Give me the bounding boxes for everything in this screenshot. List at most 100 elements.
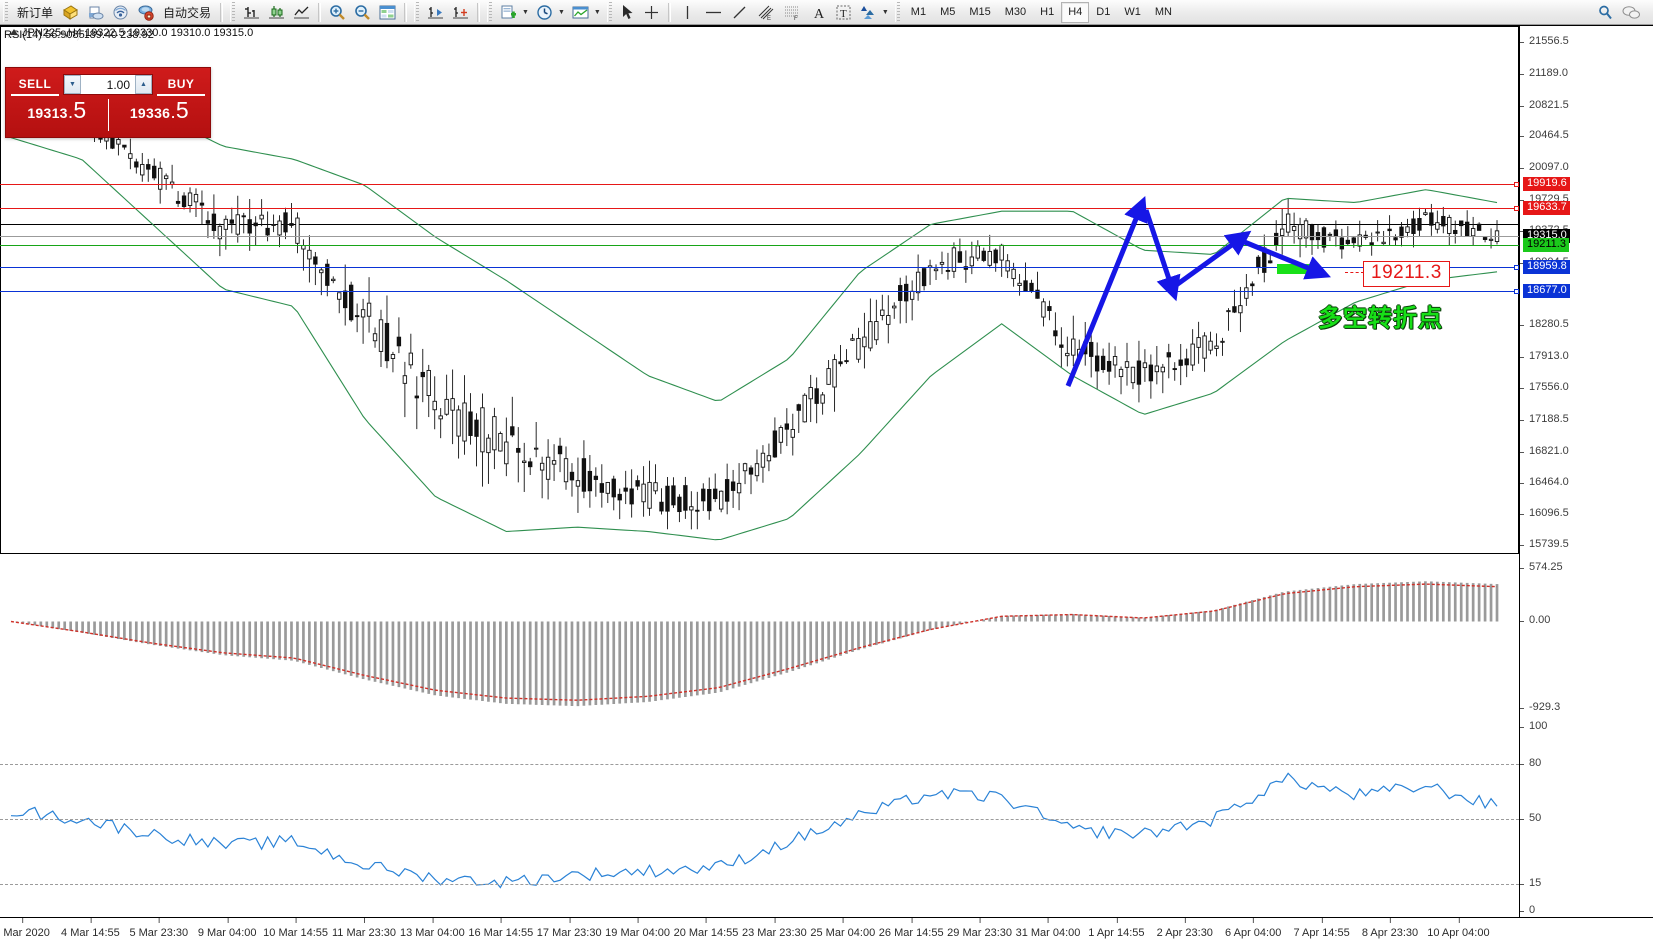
level-line-19211.3[interactable] (0, 244, 1519, 246)
timeframe-button-m30[interactable]: M30 (1004, 6, 1027, 18)
chat-icon[interactable] (1618, 1, 1645, 24)
bollinger-lower-band (10, 137, 1498, 541)
pivot-price-box[interactable]: 19211.3 (1363, 261, 1450, 287)
time-label: 6 Apr 04:00 (1225, 918, 1282, 939)
zoom-in-icon[interactable] (325, 1, 350, 24)
timeframe-button-m1[interactable]: M1 (910, 6, 927, 18)
indicators-icon[interactable] (496, 1, 521, 24)
vertical-line-icon[interactable] (675, 1, 700, 24)
level-line-19919.6[interactable] (0, 183, 1519, 185)
cloud-upload-icon[interactable] (83, 1, 108, 24)
chart-area[interactable]: MACD(12,26,9) 189.40 238.92 RSI(14) 56.9… (0, 25, 1653, 948)
autotrading-button[interactable]: 自动交易 (163, 5, 212, 20)
price-level-label-18677.0[interactable]: 18677.0 (1523, 284, 1570, 299)
toolbar-grip[interactable] (3, 2, 9, 22)
price-level-label-19633.7[interactable]: 19633.7 (1523, 201, 1570, 216)
sell-price[interactable]: 19313 . 5 (6, 97, 108, 135)
collapse-triangle-icon[interactable] (10, 29, 18, 35)
timeframe-button-d1[interactable]: D1 (1096, 6, 1111, 18)
time-label: 5 Mar 23:30 (129, 918, 189, 939)
svg-text:T: T (840, 8, 847, 20)
price-level-label-18959.8[interactable]: 18959.8 (1523, 259, 1570, 274)
volume-increase-button[interactable]: ▲ (135, 75, 152, 94)
level-line-19315.0[interactable] (0, 235, 1519, 237)
timeframe-button-mn[interactable]: MN (1154, 6, 1172, 18)
level-line-18677.0[interactable] (0, 291, 1519, 293)
shapes-icon[interactable] (856, 1, 881, 24)
toolbar-grip-6[interactable] (894, 2, 901, 22)
timeframe-button-w1[interactable]: W1 (1124, 6, 1141, 18)
signals-icon[interactable] (108, 1, 133, 24)
cursor-icon[interactable] (616, 1, 639, 24)
equidistant-channel-icon[interactable]: E (752, 1, 779, 24)
macd-histogram (15, 581, 1499, 707)
rsi-level-80 (0, 764, 1519, 766)
price-tick: 15739.5 (1520, 538, 1569, 550)
buy-price[interactable]: 19336 . 5 (109, 97, 211, 135)
price-tick: 17188.5 (1520, 413, 1569, 425)
toolbar-divider-4 (477, 2, 481, 22)
candlestick-chart-icon[interactable] (264, 1, 289, 24)
rsi-line (10, 772, 1498, 889)
text-label-icon[interactable]: T (831, 1, 856, 24)
trade-panel-divider (107, 99, 109, 131)
trendline-icon[interactable] (727, 1, 752, 24)
timeframe-button-h1[interactable]: H1 (1040, 6, 1055, 18)
price-level-label-19919.6[interactable]: 19919.6 (1523, 176, 1570, 191)
data-window-icon[interactable] (423, 1, 448, 24)
market-icon[interactable] (133, 1, 158, 24)
toolbar-grip-3[interactable] (414, 2, 421, 22)
timeframe-button-h4[interactable]: H4 (1061, 1, 1090, 23)
new-order-button[interactable]: 新订单 (17, 5, 54, 20)
timeframe-button-m5[interactable]: M5 (940, 6, 956, 18)
volume-input[interactable]: 1.00 (106, 77, 130, 92)
time-label: 17 Mar 23:30 (536, 918, 602, 939)
period-dropdown-caret[interactable]: ▼ (557, 8, 565, 16)
templates-icon[interactable] (568, 1, 593, 24)
sell-price-separator: . (68, 106, 73, 121)
period-icon[interactable] (532, 1, 557, 24)
volume-stepper[interactable]: ▼ 1.00 ▲ (63, 74, 153, 95)
time-scale[interactable]: 3 Mar 2020 4 Mar 14:55 5 Mar 23:30 9 Mar 04… (0, 917, 1653, 948)
toolbar-grip-2[interactable] (230, 2, 237, 22)
level-handle-18959.8[interactable] (1514, 264, 1519, 270)
time-label: 1 Apr 14:55 (1088, 918, 1145, 939)
volume-decrease-button[interactable]: ▼ (64, 75, 81, 94)
one-click-trading-panel[interactable]: SELL ▼ 1.00 ▲ BUY 19313 . 5 19336 . (5, 67, 211, 138)
crosshair-icon[interactable] (639, 1, 664, 24)
indicators-dropdown-caret[interactable]: ▼ (522, 8, 529, 16)
search-icon[interactable] (1593, 1, 1618, 24)
level-handle-19919.6[interactable] (1514, 181, 1519, 187)
fibonacci-icon[interactable]: F (779, 1, 806, 24)
timeframe-button-m15[interactable]: M15 (969, 6, 991, 18)
templates-dropdown-caret[interactable]: ▼ (593, 8, 601, 16)
horizontal-line-icon[interactable] (700, 1, 727, 24)
toolbar-grip-5[interactable] (606, 2, 613, 22)
tile-windows-icon[interactable] (375, 1, 400, 24)
bar-chart-icon[interactable] (239, 1, 264, 24)
level-handle-18677.0[interactable] (1514, 289, 1519, 295)
level-line-18959.8[interactable] (0, 266, 1519, 268)
pivot-zone-rectangle[interactable] (1277, 264, 1317, 274)
svg-text:F: F (794, 16, 798, 21)
price-tick: 17913.0 (1520, 350, 1569, 362)
level-handle-19633.7[interactable] (1514, 206, 1519, 212)
grid-icon[interactable] (448, 1, 473, 24)
rsi-pane[interactable]: RSI(14) 56.9085 (0, 26, 1519, 225)
zoom-out-icon[interactable] (350, 1, 375, 24)
new-order-icon[interactable] (58, 1, 83, 24)
level-line-19633.7[interactable] (0, 208, 1519, 210)
chart-title: JPN225-,H4 19322.5 19330.0 19310.0 19315… (10, 27, 253, 39)
price-scale[interactable]: 21556.5 21189.0 20821.5 20464.5 20097.0 19729… (1519, 26, 1653, 917)
time-label: 10 Apr 04:00 (1427, 918, 1490, 939)
text-icon[interactable]: A (806, 1, 831, 24)
line-chart-icon[interactable] (289, 1, 314, 24)
shapes-dropdown-caret[interactable]: ▼ (881, 8, 889, 16)
chinese-note-text[interactable]: 多空转折点 (1318, 305, 1443, 332)
toolbar-grip-4[interactable] (487, 2, 494, 22)
price-level-label-19211.3[interactable]: 19211.3 (1523, 237, 1569, 252)
rsi-tick: 0 (1520, 904, 1535, 916)
price-tick: 21556.5 (1520, 35, 1569, 47)
sell-button[interactable]: SELL (11, 74, 59, 96)
buy-button[interactable]: BUY (157, 74, 205, 96)
